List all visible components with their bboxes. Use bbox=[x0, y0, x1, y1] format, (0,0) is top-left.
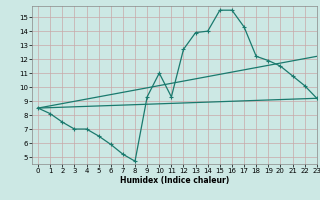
X-axis label: Humidex (Indice chaleur): Humidex (Indice chaleur) bbox=[120, 176, 229, 185]
